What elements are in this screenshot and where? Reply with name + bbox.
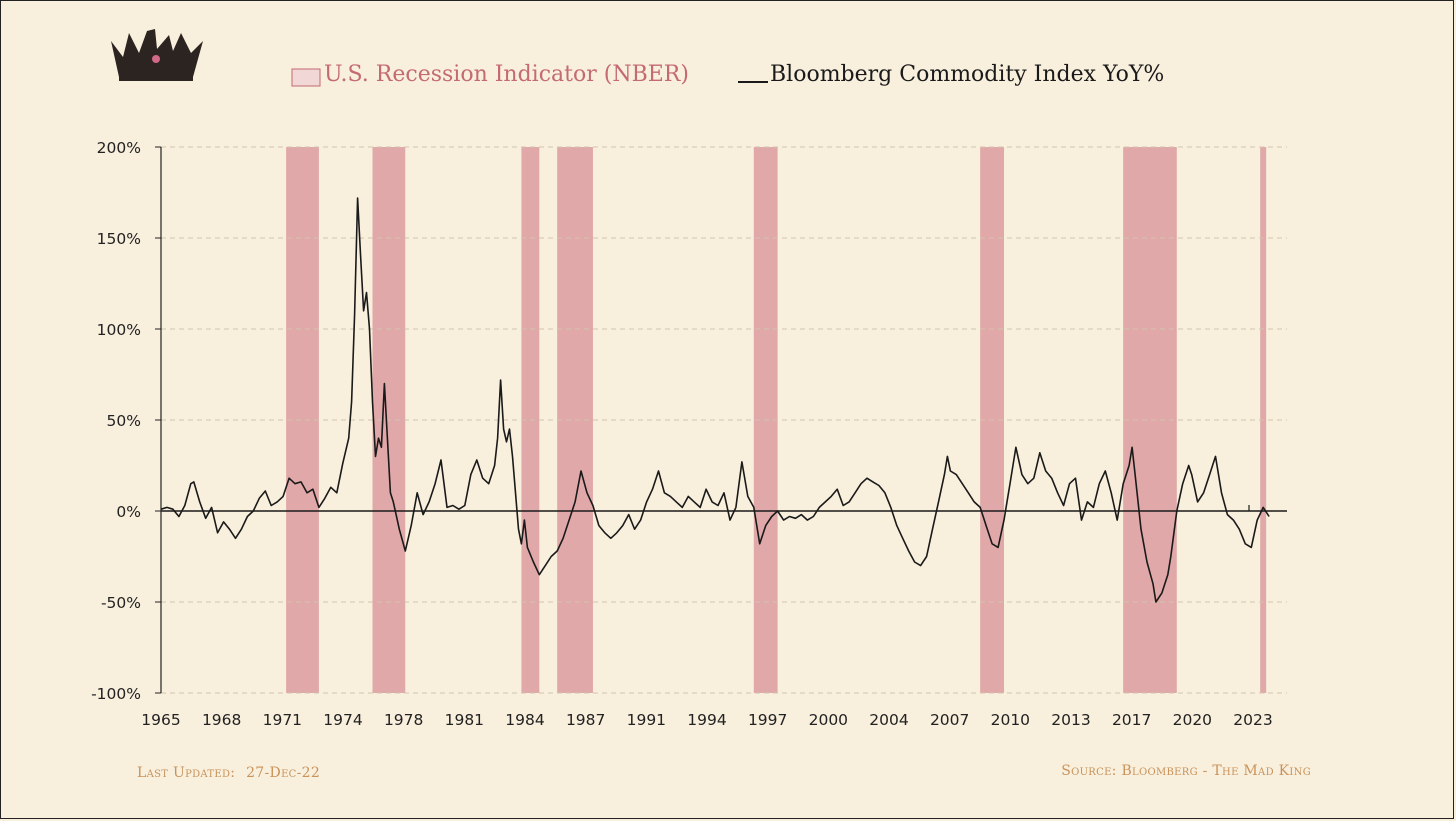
- x-tick-label: 2013: [1051, 711, 1090, 729]
- x-tick-label: 1974: [323, 711, 362, 729]
- x-tick-label: 2004: [869, 711, 908, 729]
- x-tick-label: 1984: [505, 711, 544, 729]
- y-tick-label: 0%: [116, 503, 141, 521]
- x-axis: 1965 1968 1971 1974 1978 1981 1984 1987 1991 1994…: [141, 711, 1272, 729]
- legend-recession-swatch: [291, 68, 321, 87]
- x-tick-label: 2020: [1173, 711, 1212, 729]
- x-tick-label: 2007: [930, 711, 969, 729]
- x-tick-label: 1991: [627, 711, 666, 729]
- x-tick-label: 1978: [384, 711, 423, 729]
- x-tick-label: 1981: [445, 711, 484, 729]
- crown-logo: [111, 29, 203, 81]
- legend-recession-label: U.S. Recession Indicator (NBER): [324, 62, 689, 87]
- legend-series-label: Bloomberg Commodity Index YoY%: [770, 62, 1164, 87]
- series-line-commodity-yoy: [160, 197, 1270, 603]
- x-tick-label: 1965: [141, 711, 180, 729]
- recession-band-7: [1123, 147, 1177, 693]
- y-tick-label: 200%: [97, 139, 141, 157]
- y-tick-label: -50%: [101, 594, 141, 612]
- source-note: Source: Bloomberg - The Mad King: [1061, 763, 1311, 779]
- x-tick-label: 2017: [1112, 711, 1151, 729]
- y-tick-label: 50%: [107, 412, 141, 430]
- x-tick-label: 1994: [687, 711, 726, 729]
- y-axis: 200% 150% 100% 50% 0% -50% -100%: [91, 139, 162, 703]
- legend: U.S. Recession Indicator (NBER) Bloomber…: [291, 62, 1164, 87]
- x-tick-label: 1997: [748, 711, 787, 729]
- y-tick-label: 150%: [97, 230, 141, 248]
- y-tick-label: -100%: [91, 685, 141, 703]
- last-updated-label: Last Updated:: [137, 765, 236, 781]
- x-tick-label: 1971: [263, 711, 302, 729]
- x-tick-label: 2000: [809, 711, 848, 729]
- x-tick-label: 1968: [202, 711, 241, 729]
- series-layer: [160, 197, 1270, 603]
- x-tick-label: 2023: [1233, 711, 1272, 729]
- last-updated-value: 27-Dec-22: [246, 765, 321, 781]
- x-tick-label: 1987: [566, 711, 605, 729]
- grid-lines: [161, 146, 1287, 694]
- last-updated: Last Updated: 27-Dec-22: [137, 765, 320, 781]
- x-tick-label: 2010: [991, 711, 1030, 729]
- y-tick-label: 100%: [97, 321, 141, 339]
